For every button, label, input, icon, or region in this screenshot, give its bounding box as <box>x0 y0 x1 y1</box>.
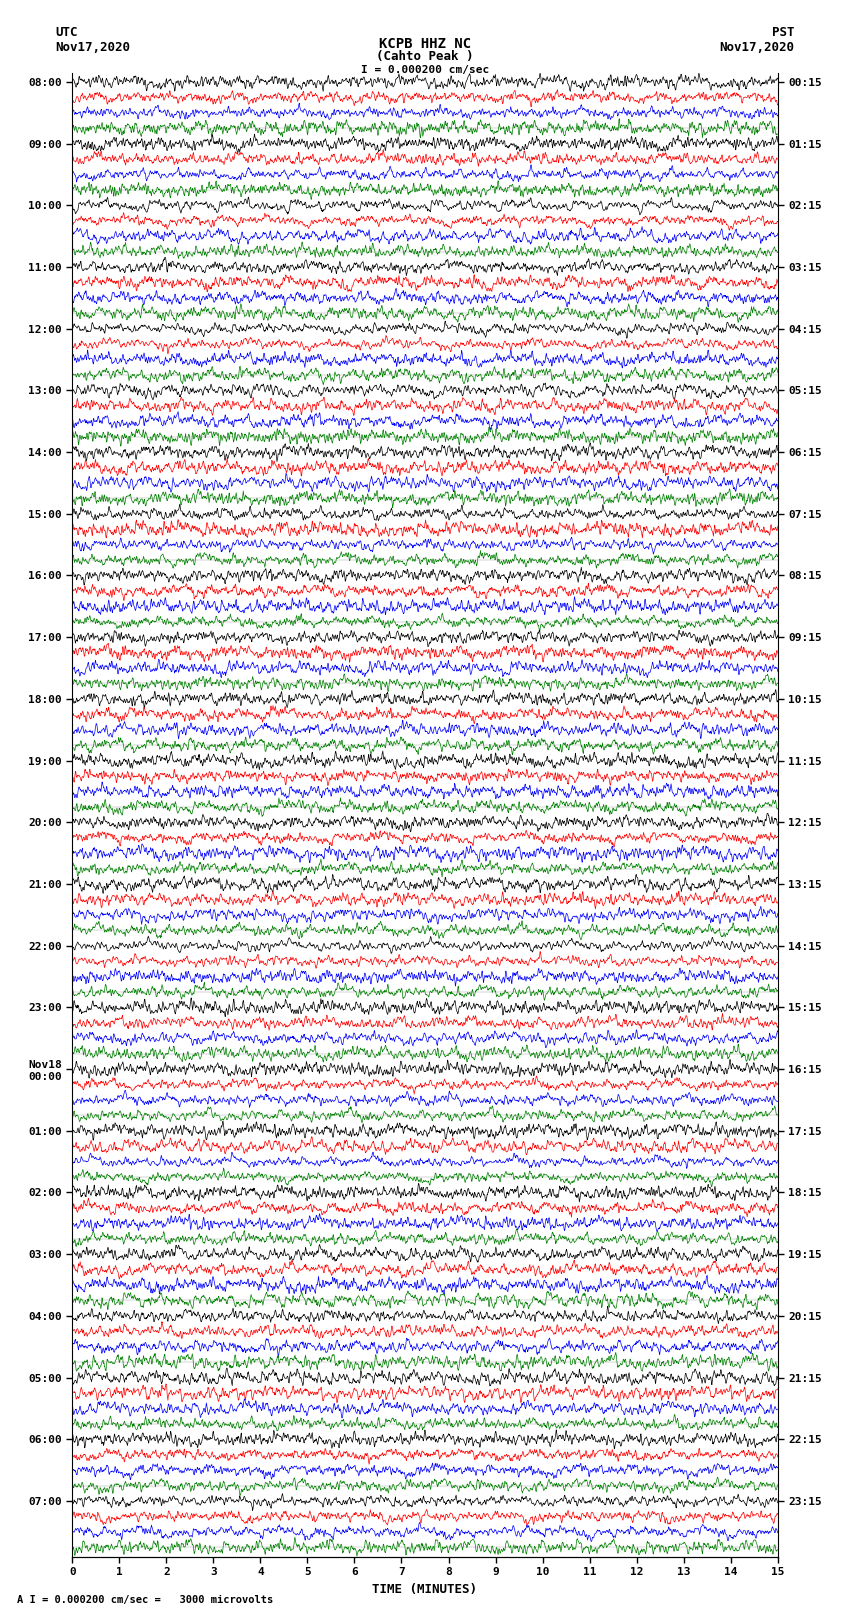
Text: UTC
Nov17,2020: UTC Nov17,2020 <box>55 26 130 53</box>
Text: A I = 0.000200 cm/sec =   3000 microvolts: A I = 0.000200 cm/sec = 3000 microvolts <box>17 1595 273 1605</box>
Text: KCPB HHZ NC: KCPB HHZ NC <box>379 37 471 52</box>
X-axis label: TIME (MINUTES): TIME (MINUTES) <box>372 1582 478 1595</box>
Text: I = 0.000200 cm/sec: I = 0.000200 cm/sec <box>361 65 489 74</box>
Text: (Cahto Peak ): (Cahto Peak ) <box>377 50 473 63</box>
Text: PST
Nov17,2020: PST Nov17,2020 <box>720 26 795 53</box>
